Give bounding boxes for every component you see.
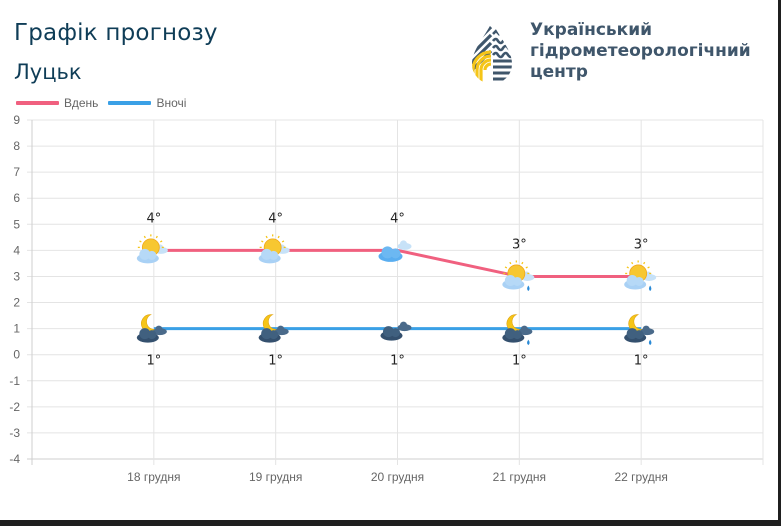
city-name: Луцьк: [14, 60, 82, 84]
data-point[interactable]: 4°: [259, 211, 290, 263]
organization-name: Український гідрометеорологічний центр: [530, 20, 751, 83]
value-label: 4°: [390, 211, 405, 226]
legend-swatch-day: [16, 101, 59, 105]
value-label: 3°: [634, 237, 649, 252]
y-tick-label: 5: [13, 217, 20, 231]
y-tick-label: 0: [13, 348, 20, 362]
y-tick-label: 3: [13, 269, 20, 283]
partly-cloudy-day-rain-icon: [502, 260, 534, 291]
data-point[interactable]: 3°: [624, 237, 656, 291]
hydromet-drop-logo-icon: [472, 22, 512, 84]
y-tick-label: -4: [9, 452, 20, 466]
x-tick-label: 20 грудня: [371, 470, 424, 484]
grid: [27, 119, 764, 465]
x-tick-label: 19 грудня: [249, 470, 302, 484]
data-point[interactable]: 3°: [502, 237, 534, 291]
partly-cloudy-night-rain-icon: [502, 315, 532, 346]
data-point[interactable]: 1°: [502, 315, 532, 369]
x-tick-label: 18 грудня: [127, 470, 180, 484]
legend-swatch-night: [108, 101, 152, 105]
y-tick-label: -3: [9, 426, 20, 440]
y-tick-label: 9: [13, 113, 20, 127]
data-point[interactable]: 1°: [137, 315, 167, 369]
value-label: 1°: [390, 354, 405, 369]
y-tick-label: 8: [13, 139, 20, 153]
y-tick-label: 7: [13, 165, 20, 179]
value-label: 1°: [512, 354, 527, 369]
page-title: Графік прогнозу: [14, 20, 218, 46]
org-line-1: Український: [530, 20, 653, 40]
legend-item-day[interactable]: Вдень: [16, 96, 98, 110]
value-label: 4°: [146, 211, 161, 226]
data-point[interactable]: 4°: [379, 211, 412, 262]
y-axis: 9 8 7 6 5 4 3 2 1 0 -1 -2 -3 -4: [9, 113, 20, 466]
y-tick-label: -1: [9, 374, 20, 388]
y-tick-label: 4: [13, 243, 20, 257]
x-axis: 18 грудня 19 грудня 20 грудня 21 грудня 22 г…: [127, 470, 668, 484]
data-point[interactable]: 4°: [137, 211, 168, 263]
y-tick-label: 1: [13, 322, 20, 336]
org-line-2: гідрометеорологічний: [530, 41, 751, 61]
legend-item-night[interactable]: Вночі: [108, 96, 186, 110]
chart-legend: Вдень Вночі: [16, 96, 196, 110]
org-line-3: центр: [530, 62, 588, 82]
value-label: 1°: [268, 354, 283, 369]
value-label: 3°: [512, 237, 527, 252]
legend-label-night: Вночі: [156, 96, 187, 110]
x-tick-label: 22 грудня: [615, 470, 668, 484]
y-tick-label: 6: [13, 191, 20, 205]
overcast-night-icon: [381, 322, 412, 341]
y-tick-label: 2: [13, 296, 20, 310]
data-point[interactable]: 1°: [259, 315, 289, 369]
partly-cloudy-day-icon: [137, 234, 168, 263]
value-label: 1°: [146, 354, 161, 369]
data-point[interactable]: 1°: [624, 315, 654, 369]
x-tick-label: 21 грудня: [493, 470, 546, 484]
y-tick-label: -2: [9, 400, 20, 414]
value-label: 1°: [634, 354, 649, 369]
partly-cloudy-night-rain-icon: [624, 315, 654, 346]
legend-label-day: Вдень: [64, 96, 99, 110]
data-point[interactable]: 1°: [381, 322, 412, 369]
value-label: 4°: [268, 211, 283, 226]
series-points: 4° 4° 4° 3° 3° 1° 1° 1° 1° 1°: [137, 211, 656, 369]
